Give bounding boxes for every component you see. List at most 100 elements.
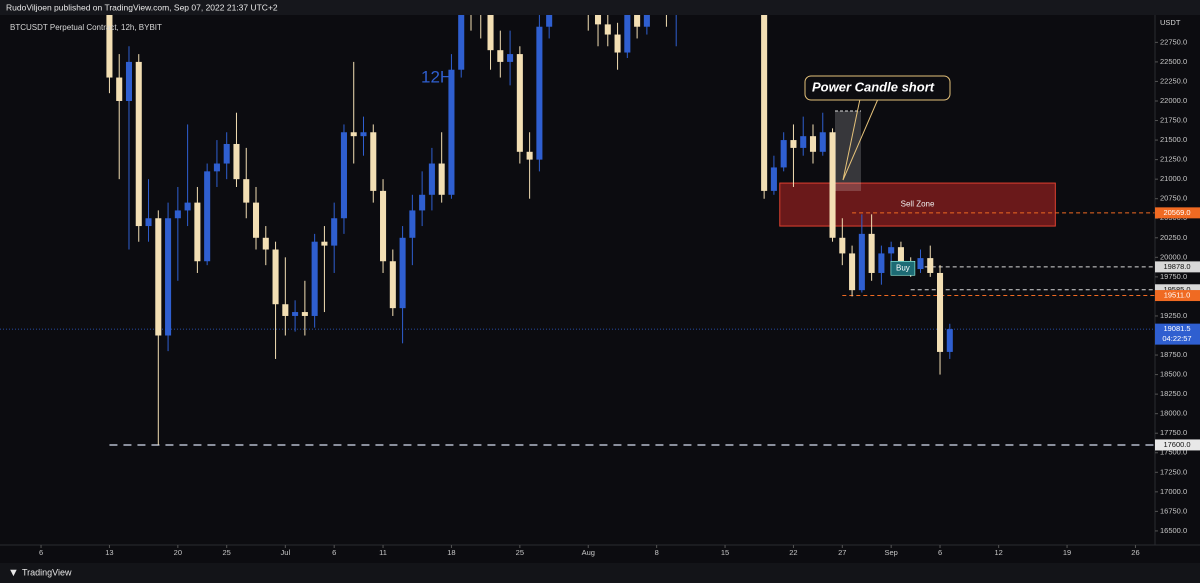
candle-body — [624, 15, 631, 53]
candle-body — [399, 237, 406, 309]
candle-body — [643, 15, 650, 27]
x-tick-label: 6 — [332, 548, 336, 557]
candle-body — [243, 179, 250, 203]
x-tick-label: 25 — [516, 548, 524, 557]
candle-body — [174, 210, 181, 219]
footer-bar — [0, 563, 1200, 583]
buy-label: Buy — [896, 263, 910, 272]
level-price-box — [1155, 207, 1200, 219]
y-tick-label: 21750.0 — [1160, 116, 1187, 125]
x-tick-label: 13 — [105, 548, 113, 557]
x-tick-label: 8 — [655, 548, 659, 557]
candle-body — [536, 26, 543, 160]
y-tick-label: 18000.0 — [1160, 409, 1187, 418]
candle-body — [829, 132, 836, 238]
y-tick-label: 20250.0 — [1160, 233, 1187, 242]
x-tick-label: 26 — [1131, 548, 1139, 557]
candle-body — [800, 136, 807, 148]
candle-body — [428, 163, 435, 195]
highlight-box — [835, 111, 861, 191]
candle-body — [223, 143, 230, 164]
level-price-box — [1155, 439, 1200, 451]
candle-body — [262, 237, 269, 250]
candle-body — [194, 202, 201, 262]
candle-body — [448, 69, 455, 195]
y-tick-label: 20750.0 — [1160, 194, 1187, 203]
candle-body — [497, 50, 504, 62]
y-tick-label: 16500.0 — [1160, 526, 1187, 535]
level-price-box — [1155, 284, 1200, 296]
x-tick-label: 22 — [789, 548, 797, 557]
current-price-label: 19081.5 — [1163, 324, 1190, 333]
candle-body — [546, 15, 553, 27]
candle-body — [116, 77, 123, 101]
candle-body — [165, 218, 172, 336]
candle-body — [878, 253, 885, 273]
candle-body — [917, 258, 924, 270]
sell-zone — [779, 182, 1056, 227]
candle-body — [594, 15, 602, 25]
level-price-label: 19878.0 — [1163, 262, 1190, 271]
candle-body — [927, 258, 934, 273]
callout-box — [804, 75, 951, 101]
candle-body — [897, 247, 904, 262]
y-tick-label: 21500.0 — [1160, 135, 1187, 144]
candle-body — [487, 15, 494, 51]
y-tick-label: 22000.0 — [1160, 96, 1187, 105]
y-tick-label: 22250.0 — [1160, 76, 1187, 85]
candle-body — [340, 132, 347, 219]
x-tick-label: 18 — [447, 548, 455, 557]
candle-body — [233, 143, 240, 180]
candle-body — [858, 233, 865, 291]
x-tick-label: 12 — [994, 548, 1002, 557]
level-price-box — [1155, 290, 1200, 302]
candle-body — [331, 218, 338, 246]
y-tick-label: 17250.0 — [1160, 467, 1187, 476]
candle-body — [350, 132, 357, 137]
axis-unit: USDT — [1160, 18, 1181, 27]
candle-body — [380, 190, 387, 262]
x-tick-label: 19 — [1063, 548, 1071, 557]
header-bar — [0, 0, 1200, 15]
callout-pointer — [842, 98, 879, 181]
candle-body — [145, 218, 152, 227]
candle-body — [213, 163, 220, 172]
level-price-label: 20569.0 — [1163, 208, 1190, 217]
candle-body — [155, 218, 162, 336]
x-tick-label: 6 — [938, 548, 942, 557]
y-tick-label: 18750.0 — [1160, 350, 1187, 359]
candle-body — [389, 261, 396, 309]
x-tick-label: 25 — [223, 548, 231, 557]
candle-body — [516, 54, 523, 152]
candle-body — [868, 233, 875, 273]
candle-body — [770, 167, 777, 191]
candle-body — [790, 140, 797, 148]
candle-body — [936, 272, 944, 352]
candle-body — [106, 15, 113, 78]
candle-body — [370, 132, 377, 191]
candle-body — [507, 54, 514, 62]
candle-body — [252, 202, 260, 238]
candle-body — [849, 253, 856, 291]
current-price-box — [1155, 323, 1200, 345]
y-tick-label: 21000.0 — [1160, 174, 1187, 183]
y-tick-label: 22500.0 — [1160, 57, 1187, 66]
level-price-box — [1155, 261, 1200, 273]
candle-body — [282, 304, 289, 316]
candle-body — [409, 210, 416, 238]
sell-zone-label: Sell Zone — [901, 200, 935, 209]
candle-body — [780, 140, 787, 168]
level-price-label: 17600.0 — [1163, 440, 1190, 449]
footer-logo: ▼ — [8, 567, 19, 579]
candle-body — [839, 237, 846, 254]
candle-body — [438, 163, 445, 195]
candle-body — [125, 61, 133, 101]
x-tick-label: 6 — [39, 548, 43, 557]
candle-body — [292, 312, 299, 316]
x-tick-label: 15 — [721, 548, 729, 557]
candle-body — [888, 247, 895, 254]
x-tick-label: 27 — [838, 548, 846, 557]
candle-body — [809, 136, 817, 152]
